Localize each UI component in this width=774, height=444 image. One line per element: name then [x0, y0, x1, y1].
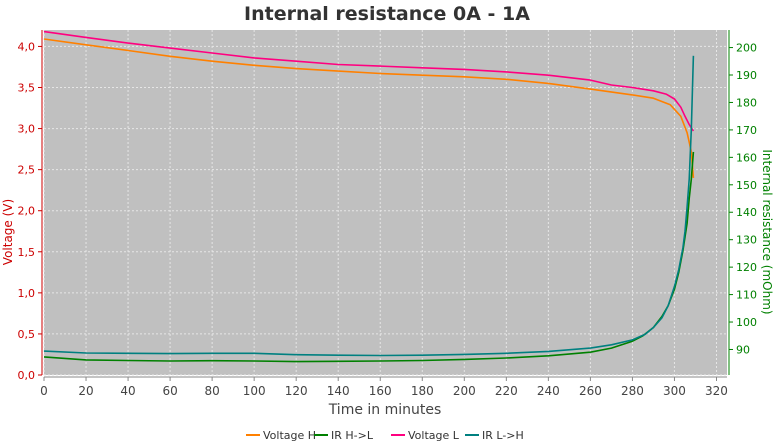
x-axis-label: Time in minutes	[328, 402, 442, 418]
right-tick-label: 160	[736, 151, 757, 164]
right-axis-label: Internal resistance (mOhm)	[760, 149, 774, 314]
left-tick-label: 0,5	[18, 328, 36, 341]
left-axis-label: Voltage (V)	[1, 199, 15, 265]
right-ticks: 90 100 110 120 130 140 150 160 170 180 190 200	[729, 42, 757, 356]
left-ticks: 0,0 0,5 1,0 1,5 2,0 2,5 3,0 3,5 4,0	[18, 40, 42, 382]
left-tick-label: 3,5	[18, 82, 36, 95]
series-lines	[43, 30, 695, 363]
left-tick-label: 2,5	[18, 164, 36, 177]
legend: Voltage H IR H->L Voltage L IR L->H	[246, 429, 524, 442]
x-tick-label: 160	[369, 384, 392, 398]
legend-label-voltage-h: Voltage H	[263, 429, 316, 442]
x-tick-label: 0	[40, 384, 48, 398]
right-tick-label: 200	[736, 42, 757, 55]
right-tick-label: 180	[736, 96, 757, 109]
x-tick-label: 40	[120, 384, 135, 398]
x-tick-label: 60	[162, 384, 177, 398]
x-ticks: 0 20 40 60 80 100 120 140 160 180 200 220 240 260 280 3…	[40, 377, 728, 398]
right-tick-label: 100	[736, 316, 757, 329]
plot-background	[44, 30, 727, 375]
x-tick-label: 220	[495, 384, 518, 398]
left-tick-label: 0,0	[18, 369, 36, 382]
left-tick-label: 3,0	[18, 123, 36, 136]
x-tick-label: 80	[204, 384, 219, 398]
grid	[43, 30, 727, 376]
x-tick-label: 260	[579, 384, 602, 398]
left-tick-label: 2,0	[18, 205, 36, 218]
right-tick-label: 170	[736, 124, 757, 137]
x-tick-label: 100	[243, 384, 266, 398]
left-tick-label: 4,0	[18, 40, 36, 53]
legend-label-ir-h-l: IR H->L	[331, 429, 374, 442]
chart-title: Internal resistance 0A - 1A	[244, 3, 530, 25]
left-tick-label: 1,0	[18, 287, 36, 300]
x-tick-label: 300	[663, 384, 686, 398]
x-tick-label: 180	[411, 384, 434, 398]
x-tick-label: 280	[621, 384, 644, 398]
x-tick-label: 140	[327, 384, 350, 398]
x-tick-label: 320	[705, 384, 728, 398]
x-tick-label: 20	[78, 384, 93, 398]
x-tick-label: 240	[537, 384, 560, 398]
left-tick-label: 1,5	[18, 246, 36, 259]
x-tick-label: 120	[285, 384, 308, 398]
series-line-voltage-l	[43, 30, 695, 132]
legend-label-ir-l-h: IR L->H	[482, 429, 524, 442]
series-line-ir-l-h	[43, 55, 695, 357]
right-tick-label: 130	[736, 234, 757, 247]
x-tick-label: 200	[453, 384, 476, 398]
right-tick-label: 110	[736, 289, 757, 302]
right-tick-label: 90	[736, 343, 750, 356]
right-tick-label: 120	[736, 261, 757, 274]
legend-label-voltage-l: Voltage L	[408, 429, 460, 442]
series-line-voltage-h	[43, 38, 695, 178]
right-tick-label: 150	[736, 179, 757, 192]
right-tick-label: 190	[736, 69, 757, 82]
right-tick-label: 140	[736, 206, 757, 219]
